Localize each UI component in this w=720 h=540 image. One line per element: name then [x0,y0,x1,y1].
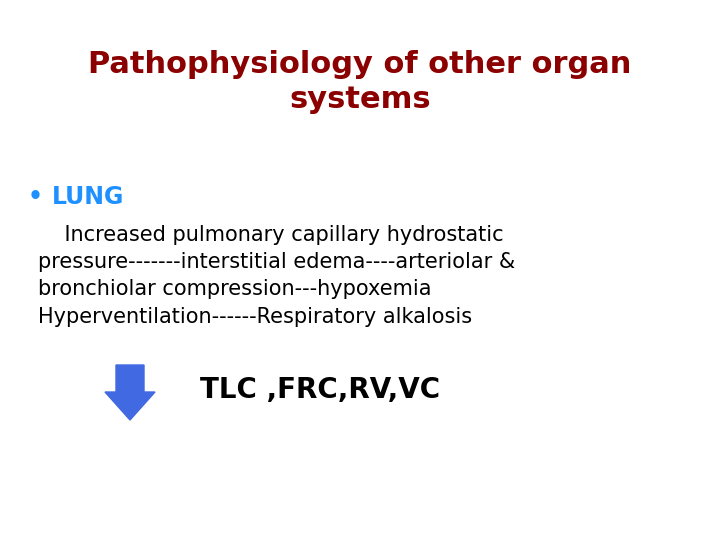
Text: TLC ,FRC,RV,VC: TLC ,FRC,RV,VC [200,376,440,404]
Text: Increased pulmonary capillary hydrostatic
pressure-------interstitial edema----a: Increased pulmonary capillary hydrostati… [38,225,516,327]
Text: Pathophysiology of other organ
systems: Pathophysiology of other organ systems [89,50,631,114]
Text: •: • [28,185,43,209]
Text: LUNG: LUNG [52,185,125,209]
FancyArrow shape [105,365,155,420]
